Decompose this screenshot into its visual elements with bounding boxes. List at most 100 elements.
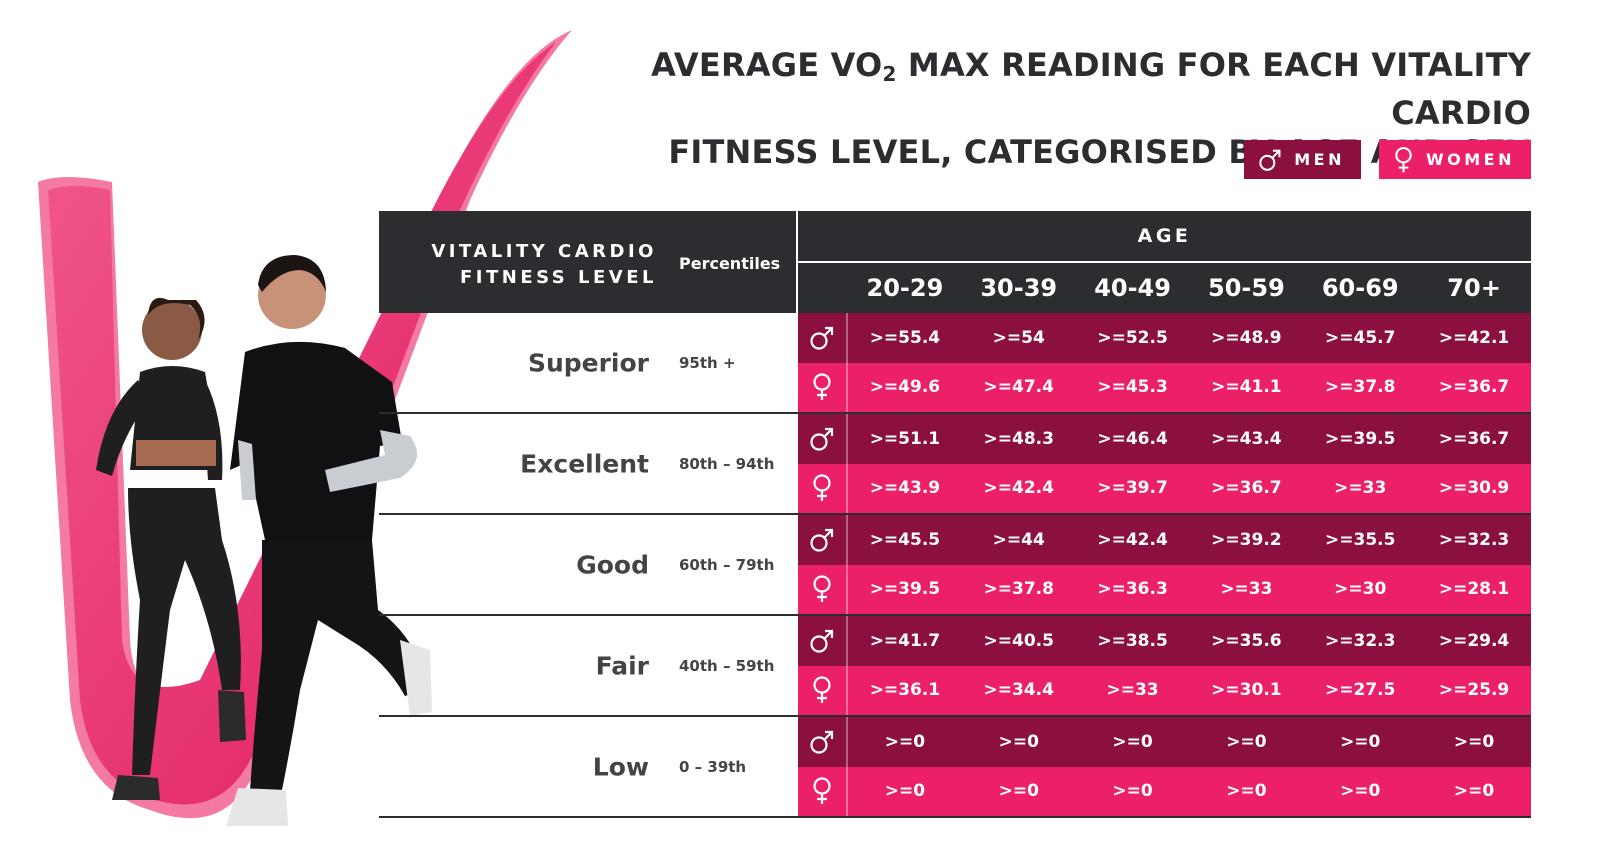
female-symbol-icon — [813, 777, 831, 805]
table-row-women: >=0 >=0 >=0 >=0 >=0 >=0 — [798, 766, 1531, 816]
percentile-range: 95th + — [679, 353, 736, 372]
age-group-headers: 20-29 30-39 40-49 50-59 60-69 70+ — [798, 263, 1531, 313]
fitness-level-group: Good 60th – 79th >=45.5 >=44 >=42.4 >=39.2 >=3… — [379, 515, 1531, 616]
table-row-men: >=45.5 >=44 >=42.4 >=39.2 >=35.5 >=32.3 — [798, 515, 1531, 565]
fitness-level-label-cell: Superior 95th + — [379, 313, 798, 412]
level-column-header: VITALITY CARDIO FITNESS LEVEL — [431, 239, 657, 291]
fitness-level-name: Excellent — [520, 449, 649, 478]
title-line1-suffix: MAX READING FOR EACH VITALITY CARDIO — [896, 46, 1531, 132]
male-symbol-icon — [810, 629, 834, 653]
vo2-value-cell: >=44 — [992, 529, 1045, 550]
legend-women-label: WOMEN — [1426, 150, 1515, 169]
vo2-value-cell: >=37.8 — [1325, 377, 1396, 398]
vo2-value-cell: >=29.4 — [1438, 630, 1510, 651]
table-row-men: >=55.4 >=54 >=52.5 >=48.9 >=45.7 >=42.1 — [798, 313, 1531, 363]
percentile-range: 0 – 39th — [679, 757, 747, 776]
age-header: AGE 20-29 30-39 40-49 50-59 60-69 70+ — [798, 211, 1531, 313]
age-header-title: AGE — [798, 211, 1531, 263]
vo2-value-cell: >=30 — [1334, 579, 1387, 600]
vo2-value-cell: >=33 — [1106, 680, 1159, 701]
vo2-value-cell: >=42.4 — [983, 478, 1054, 499]
vo2-value-cell: >=0 — [1340, 781, 1381, 802]
female-symbol-icon — [1395, 146, 1412, 172]
men-symbol-cell — [798, 313, 848, 363]
vo2-value-cell: >=42.4 — [1097, 529, 1168, 550]
vo2-value-cell: >=41.7 — [869, 630, 941, 651]
age-group-header: 50-59 — [1208, 274, 1285, 302]
vo2-value-cell: >=35.5 — [1325, 529, 1396, 550]
vo2-value-cell: >=0 — [884, 781, 926, 802]
male-symbol-icon — [810, 528, 834, 552]
male-symbol-icon — [810, 326, 834, 350]
vo2-value-cell: >=48.9 — [1211, 327, 1282, 348]
table-row-women: >=39.5 >=37.8 >=36.3 >=33 >=30 >=28.1 — [798, 564, 1531, 614]
vo2-value-cell: >=0 — [1112, 731, 1153, 752]
percentile-column-header: Percentiles — [679, 254, 781, 273]
fitness-level-values: >=55.4 >=54 >=52.5 >=48.9 >=45.7 >=42.1 >=49.6… — [798, 313, 1531, 412]
vo2-value-cell: >=33 — [1220, 579, 1273, 600]
vo2-value-cell: >=49.6 — [869, 377, 941, 398]
table-body: Superior 95th + >=55.4 >=54 >=52.5 >=48.9 >=45… — [379, 313, 1531, 818]
vo2-value-cell: >=34.4 — [983, 680, 1054, 701]
vo2-value-cell: >=30.9 — [1438, 478, 1510, 499]
male-symbol-icon — [810, 427, 834, 451]
vo2-value-cell: >=52.5 — [1097, 327, 1168, 348]
female-symbol-icon — [813, 474, 831, 502]
vo2-value-cell: >=45.7 — [1325, 327, 1396, 348]
age-group-header: 40-49 — [1094, 274, 1171, 302]
runner-woman-graphic — [96, 297, 246, 800]
vo2-value-cell: >=33 — [1334, 478, 1387, 499]
vo2-value-cell: >=55.4 — [869, 327, 941, 348]
vo2-value-cell: >=46.4 — [1097, 428, 1168, 449]
men-symbol-cell — [798, 515, 848, 565]
male-symbol-icon — [1259, 149, 1281, 171]
female-symbol-icon — [813, 676, 831, 704]
title-line1-prefix: AVERAGE VO — [651, 46, 883, 84]
vo2-value-cell: >=0 — [1453, 781, 1495, 802]
women-symbol-cell — [798, 362, 848, 412]
table-row-men: >=51.1 >=48.3 >=46.4 >=43.4 >=39.5 >=36.7 — [798, 414, 1531, 464]
vo2-value-cell: >=27.5 — [1325, 680, 1396, 701]
fitness-level-group: Fair 40th – 59th >=41.7 >=40.5 >=38.5 >=35.6 >… — [379, 616, 1531, 717]
table-row-men: >=0 >=0 >=0 >=0 >=0 >=0 — [798, 717, 1531, 767]
vo2-value-cell: >=28.1 — [1438, 579, 1510, 600]
vo2-value-cell: >=0 — [1226, 731, 1267, 752]
percentile-range: 80th – 94th — [679, 454, 775, 473]
table-row-women: >=36.1 >=34.4 >=33 >=30.1 >=27.5 >=25.9 — [798, 665, 1531, 715]
vo2-value-cell: >=0 — [998, 781, 1039, 802]
vo2-value-cell: >=0 — [884, 731, 926, 752]
age-group-header: 60-69 — [1321, 274, 1399, 302]
fitness-level-values: >=0 >=0 >=0 >=0 >=0 >=0 >=0 >=0 >=0 >=0 >=0 >=0 — [798, 717, 1531, 816]
vo2-value-cell: >=32.3 — [1325, 630, 1396, 651]
men-symbol-cell — [798, 717, 848, 767]
table-header: VITALITY CARDIO FITNESS LEVEL Percentile… — [379, 211, 1531, 313]
vo2-value-cell: >=51.1 — [869, 428, 941, 449]
legend-men-label: MEN — [1294, 150, 1345, 169]
female-symbol-icon — [813, 575, 831, 603]
vo2-value-cell: >=36.3 — [1097, 579, 1168, 600]
women-symbol-cell — [798, 665, 848, 715]
fitness-level-group: Superior 95th + >=55.4 >=54 >=52.5 >=48.9 >=45… — [379, 313, 1531, 414]
women-symbol-cell — [798, 766, 848, 816]
vo2-value-cell: >=36.7 — [1438, 377, 1510, 398]
vo2-value-cell: >=43.4 — [1211, 428, 1282, 449]
vo2-value-cell: >=36.7 — [1438, 428, 1510, 449]
legend: MEN WOMEN — [1244, 140, 1531, 179]
vo2-value-cell: >=47.4 — [983, 377, 1054, 398]
table-header-left: VITALITY CARDIO FITNESS LEVEL Percentile… — [379, 211, 798, 313]
vo2-value-cell: >=43.9 — [869, 478, 941, 499]
table-row-men: >=41.7 >=40.5 >=38.5 >=35.6 >=32.3 >=29.4 — [798, 616, 1531, 666]
men-symbol-cell — [798, 616, 848, 666]
vo2-value-cell: >=30.1 — [1211, 680, 1282, 701]
vo2-value-cell: >=36.7 — [1211, 478, 1282, 499]
vo2-value-cell: >=54 — [992, 327, 1045, 348]
fitness-level-values: >=45.5 >=44 >=42.4 >=39.2 >=35.5 >=32.3 >=39.5… — [798, 515, 1531, 614]
table-row-women: >=43.9 >=42.4 >=39.7 >=36.7 >=33 >=30.9 — [798, 463, 1531, 513]
title-line1-subscript: 2 — [882, 62, 897, 86]
fitness-level-name: Fair — [595, 651, 649, 680]
vo2-value-cell: >=35.6 — [1211, 630, 1282, 651]
female-symbol-icon — [813, 373, 831, 401]
legend-women: WOMEN — [1379, 140, 1531, 179]
fitness-level-name: Low — [592, 752, 649, 781]
vo2-value-cell: >=48.3 — [983, 428, 1054, 449]
